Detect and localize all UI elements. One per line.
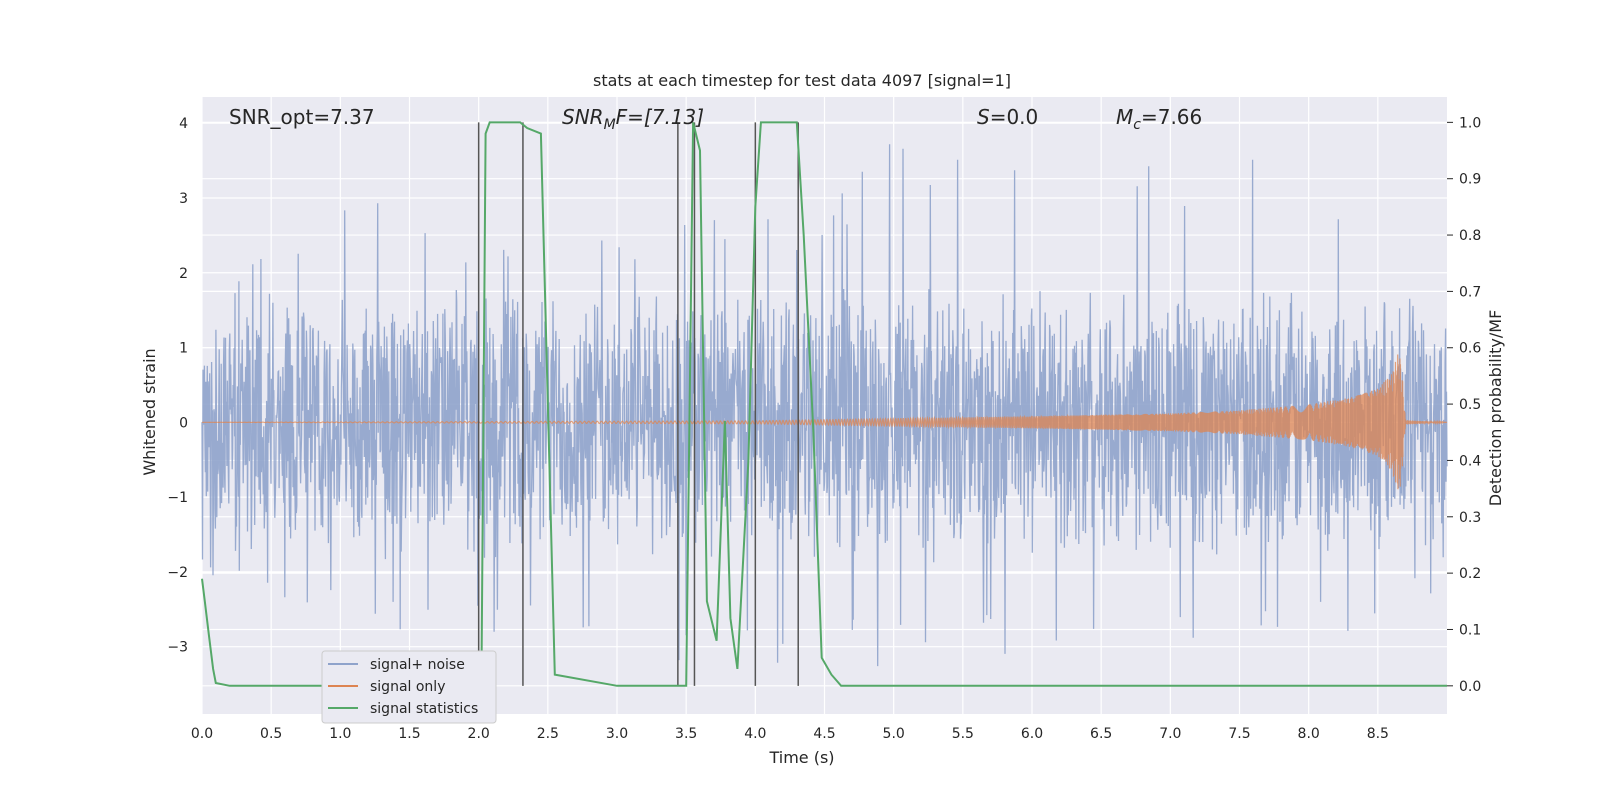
annotation-snr-mf-subscript: M bbox=[604, 117, 616, 133]
x-tick-label: 0.5 bbox=[260, 726, 282, 742]
x-tick-label: 3.5 bbox=[675, 726, 697, 742]
legend-label-signal-only: signal only bbox=[370, 679, 445, 695]
x-tick-label: 2.5 bbox=[537, 726, 559, 742]
y-right-tick-label: 0.5 bbox=[1459, 397, 1481, 413]
x-tick-label: 1.0 bbox=[329, 726, 351, 742]
y-right-tick-label: 0.9 bbox=[1459, 172, 1481, 188]
x-tick-label: 7.0 bbox=[1159, 726, 1181, 742]
y-left-tick-label: −3 bbox=[167, 640, 188, 656]
x-axis-label: Time (s) bbox=[768, 748, 834, 767]
y-axis-left-ticks: −3 −2 −1 0 1 2 3 4 bbox=[167, 116, 188, 656]
chart-title: stats at each timestep for test data 409… bbox=[593, 71, 1011, 90]
x-tick-label: 3.0 bbox=[606, 726, 628, 742]
annotation-snr-mf-symbol: SNR bbox=[562, 105, 604, 129]
x-tick-label: 6.5 bbox=[1090, 726, 1112, 742]
vertical-markers bbox=[477, 122, 799, 686]
y-right-tick-label: 0.1 bbox=[1459, 622, 1481, 638]
annotation-s-symbol: S bbox=[977, 105, 990, 129]
y-axis-right-ticks: 0.0 0.1 0.2 0.3 0.4 0.5 0.6 0.7 0.8 0.9 1.0 bbox=[1447, 115, 1481, 695]
annotation-snr-opt: SNR_opt=7.37 bbox=[229, 105, 375, 129]
annotation-snr-mf: SNRMF=[7.13] bbox=[562, 105, 704, 133]
y-left-tick-label: −1 bbox=[167, 490, 188, 506]
y-right-tick-label: 0.2 bbox=[1459, 566, 1481, 582]
legend-label-signal-statistics: signal statistics bbox=[370, 701, 478, 717]
y-right-tick-label: 0.4 bbox=[1459, 453, 1481, 469]
x-tick-label: 5.5 bbox=[952, 726, 974, 742]
y-left-tick-label: −2 bbox=[167, 565, 188, 581]
signal-noise-line bbox=[201, 144, 1448, 667]
series-signal-only bbox=[202, 354, 1448, 490]
y-right-tick-label: 0.3 bbox=[1459, 510, 1481, 526]
x-tick-label: 4.5 bbox=[813, 726, 835, 742]
y-right-tick-label: 1.0 bbox=[1459, 115, 1481, 131]
legend-label-signal-noise: signal+ noise bbox=[370, 657, 465, 673]
legend: signal+ noise signal only signal statist… bbox=[321, 650, 497, 724]
x-tick-label: 0.0 bbox=[191, 726, 213, 742]
y-axis-right-label: Detection probability/MF bbox=[1486, 310, 1505, 507]
x-tick-label: 8.5 bbox=[1367, 726, 1389, 742]
annotation-snr-mf-value: F=[7.13] bbox=[616, 105, 704, 129]
y-left-tick-label: 4 bbox=[179, 116, 188, 132]
signal-only-line bbox=[202, 354, 1448, 490]
y-left-tick-label: 3 bbox=[179, 191, 188, 207]
annotation-mc: Mc=7.66 bbox=[1116, 105, 1202, 133]
legend-box bbox=[321, 650, 497, 724]
y-right-tick-label: 0.0 bbox=[1459, 679, 1481, 695]
x-tick-label: 8.0 bbox=[1298, 726, 1320, 742]
x-tick-label: 1.5 bbox=[398, 726, 420, 742]
y-right-tick-label: 0.8 bbox=[1459, 228, 1481, 244]
x-tick-label: 6.0 bbox=[1021, 726, 1043, 742]
y-left-tick-label: 2 bbox=[179, 266, 188, 282]
y-left-tick-label: 1 bbox=[179, 341, 188, 357]
annotation-mc-subscript: c bbox=[1133, 117, 1141, 133]
y-axis-left-label: Whitened strain bbox=[140, 348, 159, 475]
annotation-mc-value: =7.66 bbox=[1141, 105, 1202, 129]
x-tick-label: 5.0 bbox=[883, 726, 905, 742]
series-signal-noise bbox=[201, 144, 1448, 667]
annotation-s-value: =0.0 bbox=[990, 105, 1039, 129]
y-left-tick-label: 0 bbox=[179, 415, 188, 431]
x-axis-ticks: 0.0 0.5 1.0 1.5 2.0 2.5 3.0 3.5 4.0 4.5 5.0 5.5 6.0 6… bbox=[191, 726, 1389, 742]
annotation-s: S=0.0 bbox=[977, 105, 1038, 129]
y-right-tick-label: 0.7 bbox=[1459, 284, 1481, 300]
annotation-mc-symbol: M bbox=[1116, 105, 1133, 129]
x-tick-label: 4.0 bbox=[744, 726, 766, 742]
y-right-tick-label: 0.6 bbox=[1459, 341, 1481, 357]
x-tick-label: 7.5 bbox=[1228, 726, 1250, 742]
x-tick-label: 2.0 bbox=[468, 726, 490, 742]
